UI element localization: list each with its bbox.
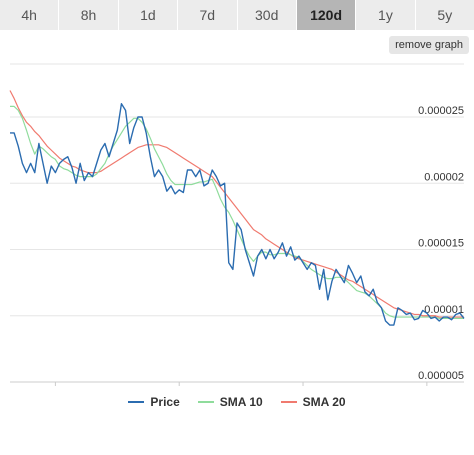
tab-1y[interactable]: 1y	[356, 0, 416, 30]
legend-swatch	[280, 401, 297, 403]
x-axis: Sep '25Oct '25Nov '25Dec '25	[10, 381, 464, 386]
y-tick-label: 0.000025	[418, 105, 464, 117]
chart-legend: Price SMA 10 SMA 20	[0, 392, 474, 412]
y-tick-label: 0.000015	[418, 238, 464, 250]
tab-4h[interactable]: 4h	[0, 0, 60, 30]
y-tick-label: 0.00002	[424, 171, 464, 183]
tab-7d[interactable]: 7d	[178, 0, 238, 30]
y-tick-label: 0.000005	[418, 370, 464, 382]
legend-label: Price	[150, 395, 180, 409]
remove-graph-button[interactable]: remove graph	[389, 36, 469, 54]
series-line-price	[10, 103, 465, 326]
legend-label: SMA 20	[302, 395, 346, 409]
series-line-sma-10	[10, 105, 464, 319]
legend-swatch	[197, 401, 214, 403]
price-chart: 0.000005 0.00001 0.000015 0.00002 0.000025 S…	[9, 63, 465, 386]
tab-5y[interactable]: 5y	[415, 0, 474, 30]
legend-item-price[interactable]: Price	[128, 392, 180, 412]
timeframe-tabs: 4h 8h 1d 7d 30d 120d 1y 5y	[0, 0, 474, 30]
tab-1d[interactable]: 1d	[118, 0, 179, 30]
tab-8h[interactable]: 8h	[59, 0, 119, 30]
y-tick-label: 0.00001	[424, 304, 464, 316]
legend-label: SMA 10	[219, 395, 263, 409]
series-lines	[9, 90, 465, 326]
legend-item-sma-20[interactable]: SMA 20	[280, 392, 346, 412]
y-axis-labels: 0.000005 0.00001 0.000015 0.00002 0.000025	[418, 105, 464, 382]
tab-30d[interactable]: 30d	[237, 0, 297, 30]
legend-item-sma-10[interactable]: SMA 10	[197, 392, 263, 412]
series-line-sma-20	[9, 90, 464, 318]
legend-swatch	[128, 401, 145, 403]
tab-120d[interactable]: 120d	[296, 0, 357, 30]
